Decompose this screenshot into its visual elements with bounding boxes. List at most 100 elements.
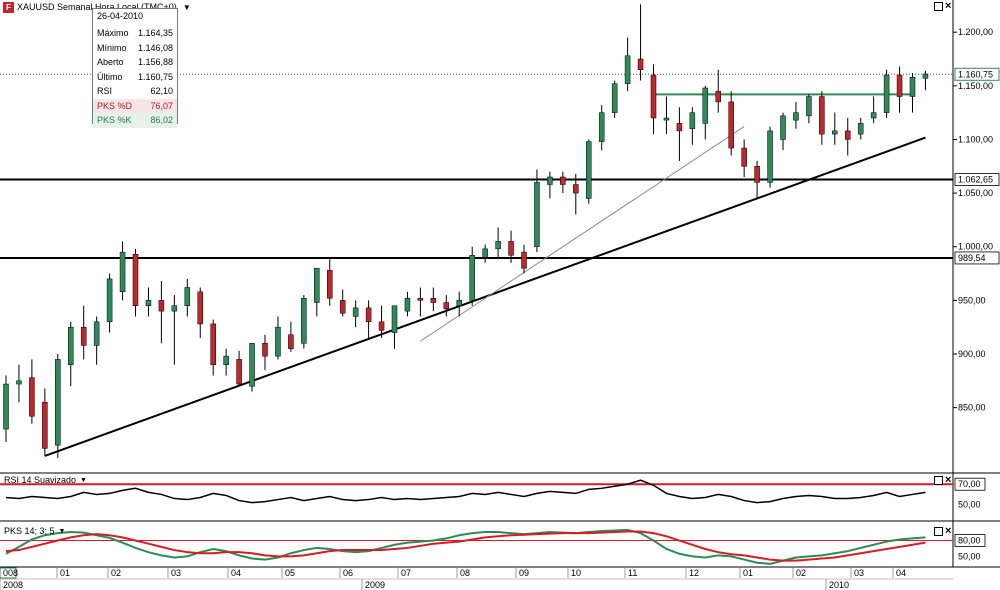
candle-body <box>676 123 683 132</box>
x-tick-label: 07 <box>401 568 411 578</box>
candle-body <box>29 377 35 417</box>
info-row-label: Mínimo <box>97 42 127 53</box>
rsi-maximize-icon[interactable] <box>934 476 943 485</box>
candle-body <box>145 300 152 306</box>
candle-body <box>249 343 255 387</box>
rsi-tick-box <box>954 477 986 491</box>
candle-body <box>689 112 696 129</box>
candle-body <box>702 87 709 124</box>
candle-body <box>365 307 372 323</box>
x-tick-label: 02 <box>796 568 806 578</box>
info-date: 26-04-2010 <box>97 11 144 21</box>
rsi-close-icon[interactable]: × <box>945 474 952 486</box>
y-tick-label: 850,00 <box>958 403 986 413</box>
trendline-support <box>44 136 926 457</box>
year-label: 2010 <box>829 580 849 590</box>
info-row-label: PKS %K <box>97 115 132 126</box>
candle-body <box>560 176 566 185</box>
candle-body <box>42 402 48 449</box>
x-tick-label: 008 <box>3 568 18 578</box>
candle-body <box>611 83 618 113</box>
pks-y-tick-label: 80,00 <box>958 536 981 546</box>
info-row-label: RSI <box>97 86 113 97</box>
info-row: PKS %K 86,02 <box>93 113 177 128</box>
candle-body <box>275 326 281 357</box>
candle-body <box>832 130 838 135</box>
x-tick-label: 03 <box>171 568 181 578</box>
candle-body <box>430 297 437 303</box>
rsi-y-tick-label: 70,00 <box>958 479 981 489</box>
candle-body <box>80 326 87 346</box>
candle-body <box>870 112 877 119</box>
pks-dropdown-icon[interactable]: ▼ <box>58 527 66 535</box>
y-tick-label: 1.000,00 <box>958 242 993 252</box>
candle-body <box>327 270 333 299</box>
candle-body <box>352 307 359 317</box>
candle-body <box>624 55 631 84</box>
level-price-tag <box>954 173 1000 186</box>
candle-body <box>391 305 398 333</box>
candle-body <box>443 302 450 310</box>
close-icon[interactable]: × <box>945 0 952 12</box>
x-tick-label: 10 <box>571 568 581 578</box>
data-window: 26-04-2010 Máximo 1.164,35 Mínimo 1.146,08 A… <box>92 8 178 128</box>
candle-body <box>508 241 514 256</box>
candle-body <box>3 383 9 430</box>
info-row: PKS %D 76,07 <box>93 98 177 113</box>
pks-panel-header[interactable]: PKS 14; 3; 5 ▼ <box>4 526 65 536</box>
candle-body <box>845 130 851 140</box>
candle-body <box>521 251 527 269</box>
candle-body <box>236 359 242 385</box>
candle-body <box>93 321 100 346</box>
maximize-icon[interactable] <box>934 2 943 11</box>
candle-body <box>223 355 229 365</box>
x-tick-label: 04 <box>231 568 241 578</box>
level-price-label: 1.062,65 <box>958 175 993 185</box>
pks-panel-label: PKS 14; 3; 5 <box>4 526 55 536</box>
y-tick-label: 1.150,00 <box>958 81 993 91</box>
rsi-dropdown-icon[interactable]: ▼ <box>80 476 87 484</box>
rsi-panel-header[interactable]: RSI 14 Suavizado ▼ <box>4 475 87 485</box>
candle-body <box>404 297 411 312</box>
x-tick-label: 11 <box>628 568 637 578</box>
pks-d-line <box>5 530 926 562</box>
candle-body <box>819 96 825 135</box>
candle-body <box>339 300 346 314</box>
candle-body <box>754 166 760 183</box>
x-tick-label: 02 <box>111 568 121 578</box>
info-row: Mínimo 1.146,08 <box>93 41 177 56</box>
title-dropdown-icon[interactable]: ▼ <box>182 2 191 12</box>
x-tick-label: 05 <box>285 568 295 578</box>
time-cursor-box <box>0 567 17 579</box>
last-price-tag <box>954 67 1000 81</box>
candle-body <box>158 300 165 312</box>
candle-body <box>262 343 268 357</box>
candle-body <box>663 117 670 121</box>
candle-body <box>534 182 540 247</box>
info-row: RSI 62,10 <box>93 84 177 99</box>
candle-body <box>378 321 385 331</box>
x-tick-label: 06 <box>343 568 353 578</box>
candle-body <box>728 101 734 149</box>
app-logo-icon: F <box>3 1 14 13</box>
x-tick-label: 01 <box>60 568 70 578</box>
pks-close-icon[interactable]: × <box>945 525 952 537</box>
candle-body <box>547 176 553 185</box>
pks-maximize-icon[interactable] <box>934 527 943 536</box>
candle-body <box>495 241 501 250</box>
info-row-value: 86,02 <box>150 115 173 126</box>
level-price-tag <box>954 251 1000 265</box>
info-row: Máximo 1.164,35 <box>93 26 177 41</box>
info-row-value: 1.146,08 <box>137 42 173 53</box>
candle-body <box>106 278 113 323</box>
candle-body <box>883 74 890 113</box>
x-tick-label: 04 <box>896 568 906 578</box>
info-row: Aberto 1.156,88 <box>93 55 177 70</box>
year-label: 2009 <box>365 580 385 590</box>
candle-body <box>197 291 203 325</box>
x-tick-label: 08 <box>460 568 470 578</box>
last-price-label: 1.160,75 <box>958 69 993 79</box>
info-row-value: 1.164,35 <box>137 28 173 39</box>
y-tick-label: 900,00 <box>958 349 986 359</box>
